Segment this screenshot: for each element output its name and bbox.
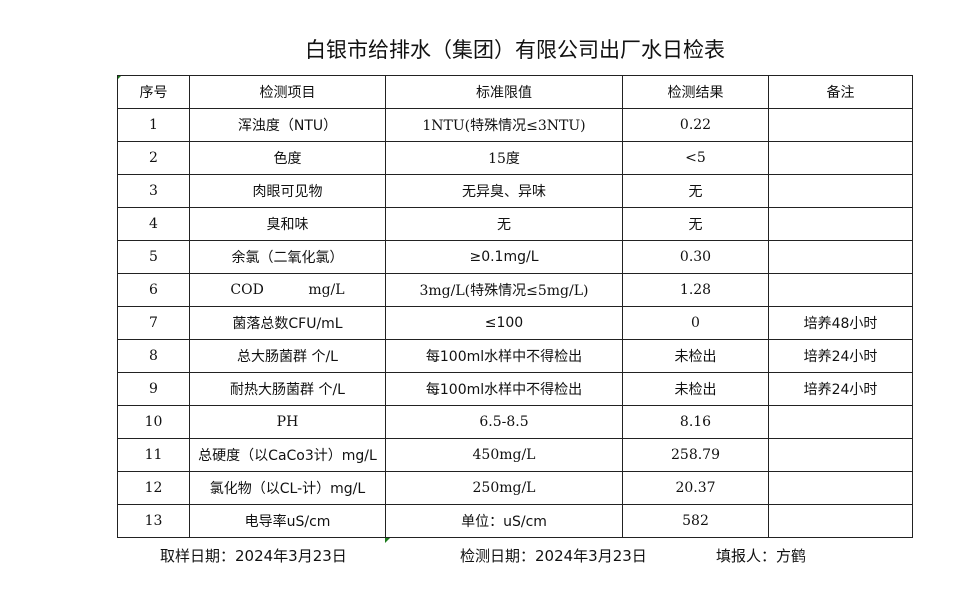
cell-item: 余氯（二氧化氯） [189,240,386,274]
cell-result: 8.16 [622,405,769,439]
cell-remark [768,141,913,175]
cell-marker [385,538,390,543]
cell-index: 5 [117,240,190,274]
cell-standard: 450mg/L [385,438,623,472]
inspection-table: 序号 检测项目 标准限值 检测结果 备注 1 浑浊度（NTU） 1NTU(特殊情况≤3NTU)… [117,75,913,538]
test-date: 检测日期：2024年3月23日 [460,547,647,565]
cell-standard: ≤100 [385,306,623,340]
cell-remark [768,273,913,307]
cell-item: 浑浊度（NTU） [189,108,386,142]
reporter: 填报人：方鹤 [716,547,807,565]
table-row: 12 氯化物（以CL-计）mg/L 250mg/L 20.37 [117,471,913,505]
header-result: 检测结果 [622,75,769,109]
cell-result: 20.37 [622,471,769,505]
cell-item: 氯化物（以CL-计）mg/L [189,471,386,505]
cell-item: 电导率uS/cm [189,504,386,538]
cell-standard: 3mg/L(特殊情况≤5mg/L) [385,273,623,307]
cell-index: 1 [117,108,190,142]
table-row: 9 耐热大肠菌群 个/L 每100ml水样中不得检出 未检出 培养24小时 [117,372,913,406]
cell-result: 0 [622,306,769,340]
cell-item: 臭和味 [189,207,386,241]
cell-remark [768,174,913,208]
cell-standard: 单位：uS/cm [385,504,623,538]
cell-result: 582 [622,504,769,538]
cell-standard: 15度 [385,141,623,175]
cell-result: 无 [622,207,769,241]
cell-item: COD mg/L [189,273,386,307]
cell-index: 6 [117,273,190,307]
cell-result: <5 [622,141,769,175]
sampling-date: 取样日期：2024年3月23日 [160,547,347,565]
table-row: 10 PH 6.5-8.5 8.16 [117,405,913,439]
cell-standard: 6.5-8.5 [385,405,623,439]
cell-result: 1.28 [622,273,769,307]
cell-item: 耐热大肠菌群 个/L [189,372,386,406]
cell-remark: 培养24小时 [768,339,913,373]
cell-remark [768,207,913,241]
cell-item: 菌落总数CFU/mL [189,306,386,340]
cell-index: 7 [117,306,190,340]
cell-index: 8 [117,339,190,373]
cell-result: 0.30 [622,240,769,274]
cell-index: 12 [117,471,190,505]
cell-item: PH [189,405,386,439]
table-row: 5 余氯（二氧化氯） ≥0.1mg/L 0.30 [117,240,913,274]
cell-index: 13 [117,504,190,538]
cell-standard: ≥0.1mg/L [385,240,623,274]
cell-result: 0.22 [622,108,769,142]
cell-remark [768,240,913,274]
table-row: 2 色度 15度 <5 [117,141,913,175]
cell-standard: 250mg/L [385,471,623,505]
cell-index: 9 [117,372,190,406]
cell-result: 未检出 [622,372,769,406]
table-row: 8 总大肠菌群 个/L 每100ml水样中不得检出 未检出 培养24小时 [117,339,913,373]
table-row: 11 总硬度（以CaCo3计）mg/L 450mg/L 258.79 [117,438,913,472]
page-title: 白银市给排水（集团）有限公司出厂水日检表 [305,38,725,62]
cell-standard: 每100ml水样中不得检出 [385,339,623,373]
cell-remark: 培养48小时 [768,306,913,340]
table-row: 3 肉眼可见物 无异臭、异味无 [117,174,913,208]
header-index: 序号 [117,75,190,109]
cell-remark [768,108,913,142]
table-row: 4 臭和味无无 [117,207,913,241]
cell-index: 2 [117,141,190,175]
header-standard: 标准限值 [385,75,623,109]
cell-standard: 无异臭、异味 [385,174,623,208]
table-row: 1 浑浊度（NTU） 1NTU(特殊情况≤3NTU) 0.22 [117,108,913,142]
cell-result: 未检出 [622,339,769,373]
header-row: 序号 检测项目 标准限值 检测结果 备注 [117,75,913,109]
cell-standard: 1NTU(特殊情况≤3NTU) [385,108,623,142]
cell-index: 11 [117,438,190,472]
cell-standard: 每100ml水样中不得检出 [385,372,623,406]
cell-item: 肉眼可见物 [189,174,386,208]
table-row: 13 电导率uS/cm 单位：uS/cm 582 [117,504,913,538]
header-remark: 备注 [768,75,913,109]
cell-item: 色度 [189,141,386,175]
cell-remark [768,504,913,538]
cell-remark [768,438,913,472]
cell-item: 总硬度（以CaCo3计）mg/L [189,438,386,472]
cell-index: 4 [117,207,190,241]
cell-index: 3 [117,174,190,208]
table-row: 6 COD mg/L 3mg/L(特殊情况≤5mg/L) 1.28 [117,273,913,307]
cell-remark [768,405,913,439]
cell-item: 总大肠菌群 个/L [189,339,386,373]
cell-result: 无 [622,174,769,208]
cell-index: 10 [117,405,190,439]
header-item: 检测项目 [189,75,386,109]
cell-remark [768,471,913,505]
cell-standard: 无 [385,207,623,241]
cell-remark: 培养24小时 [768,372,913,406]
table-row: 7 菌落总数CFU/mL ≤100 0 培养48小时 [117,306,913,340]
cell-result: 258.79 [622,438,769,472]
